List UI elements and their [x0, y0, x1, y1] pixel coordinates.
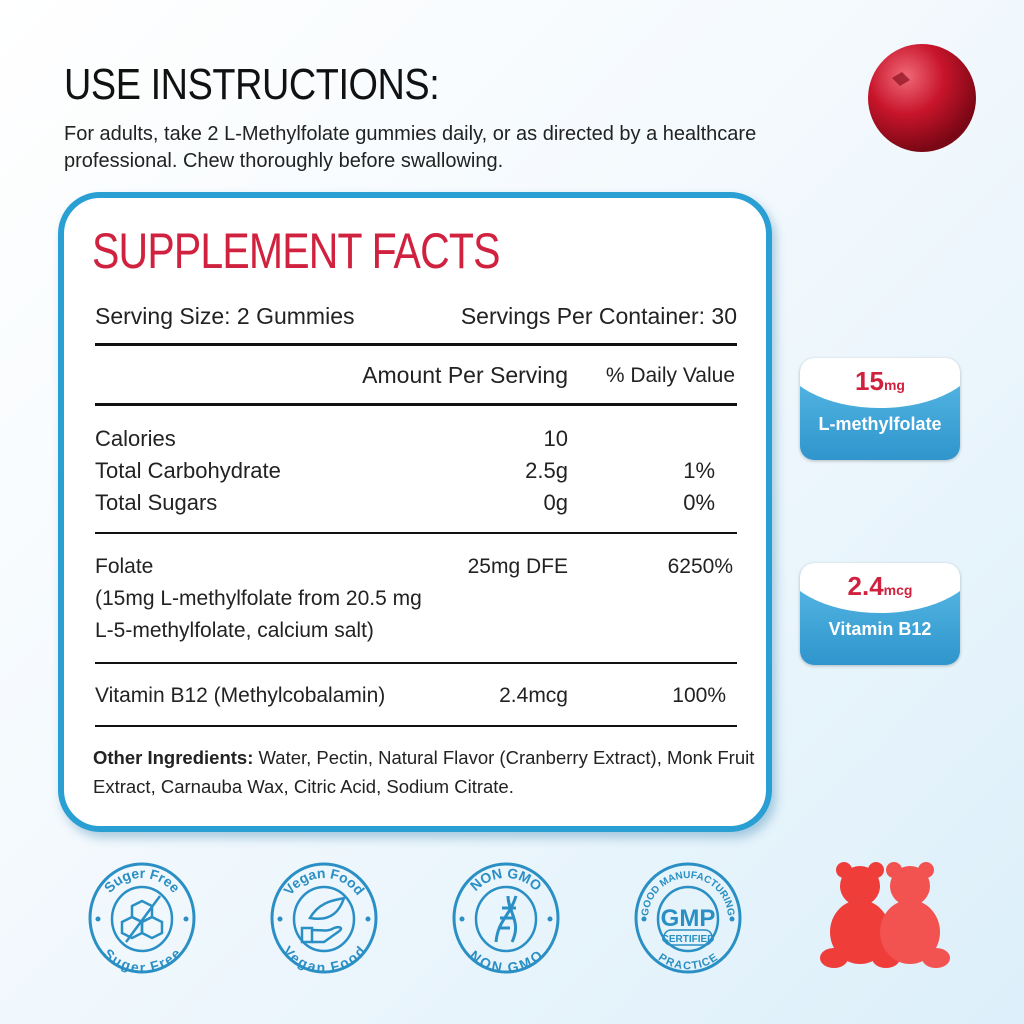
other-ingredients-label: Other Ingredients:	[93, 747, 254, 768]
svg-text:PRACTICE: PRACTICE	[656, 952, 720, 973]
servings-per-container: Servings Per Container: 30	[460, 303, 737, 329]
highlight-value: 2.4mcg	[847, 571, 913, 601]
row-label: Calories	[95, 426, 176, 451]
row-label: Total Carbohydrate	[95, 458, 281, 483]
leaf-hand-icon	[300, 896, 346, 944]
row-amount: 0g	[543, 490, 568, 515]
highlight-badge: 2.4mcg Vitamin B12	[800, 563, 960, 665]
use-instructions: For adults, take 2 L-Methylfolate gummie…	[64, 123, 757, 172]
page-title: USE INSTRUCTIONS:	[64, 60, 440, 109]
seal-center-text: GMP	[661, 905, 716, 932]
svg-text:NON GMO: NON GMO	[467, 865, 545, 894]
highlight-name: L-methylfolate	[818, 414, 942, 434]
svg-text:Vegan Food: Vegan Food	[280, 865, 368, 898]
svg-text:CERTIFIED: CERTIFIED	[662, 934, 715, 945]
divider	[95, 532, 737, 534]
highlight-badge: 15mg L-methylfolate	[800, 358, 960, 460]
cranberry-image	[868, 44, 976, 152]
divider	[95, 725, 737, 727]
gmp-icon: GMP CERTIFIED	[661, 905, 716, 946]
dna-icon	[494, 895, 518, 943]
row-dv: 0%	[683, 490, 715, 515]
svg-text:Suger Free: Suger Free	[101, 865, 184, 896]
serving-size: Serving Size: 2 Gummies	[95, 303, 355, 329]
highlight-value: 15mg	[855, 366, 905, 396]
leaf-hand-seal: Vegan Food Vegan Food	[270, 862, 378, 974]
row-dv: 1%	[683, 458, 715, 483]
row-amount: 25mg DFE	[467, 555, 568, 578]
row-label: Total Sugars	[95, 490, 218, 515]
other-ingredients-text: Water, Pectin, Natural Flavor (Cranberry…	[93, 747, 755, 797]
divider	[95, 403, 737, 406]
highlight-name: Vitamin B12	[828, 619, 932, 639]
divider	[95, 343, 737, 346]
dna-seal: NON GMO NON GMO	[452, 862, 560, 974]
row-amount: 2.4mcg	[499, 684, 568, 707]
row-label: Folate	[95, 555, 154, 578]
supplement-facts-title: SUPPLEMENT FACTS	[92, 223, 500, 279]
daily-value-header: % Daily Value	[605, 364, 735, 387]
row-label: Vitamin B12 (Methylcobalamin)	[95, 684, 386, 707]
svg-text:Vegan Food: Vegan Food	[280, 943, 369, 974]
row-amount: 2.5g	[525, 458, 568, 483]
row-amount: 10	[543, 426, 568, 451]
other-ingredients: Other Ingredients: Water, Pectin, Natura…	[93, 743, 763, 801]
amount-per-serving-header: Amount Per Serving	[362, 362, 568, 388]
sugar-cubes-icon	[120, 895, 164, 943]
divider	[95, 662, 737, 664]
row-note: L-5-methylfolate, calcium salt)	[95, 619, 374, 642]
row-dv: 6250%	[667, 555, 733, 578]
sugar-cubes-seal: Suger Free Suger Free	[88, 862, 196, 974]
svg-text:Suger Free: Suger Free	[100, 945, 183, 974]
gummy-bears-image	[820, 862, 950, 968]
row-dv: 100%	[672, 684, 726, 707]
row-note: (15mg L-methylfolate from 20.5 mg	[95, 587, 422, 610]
